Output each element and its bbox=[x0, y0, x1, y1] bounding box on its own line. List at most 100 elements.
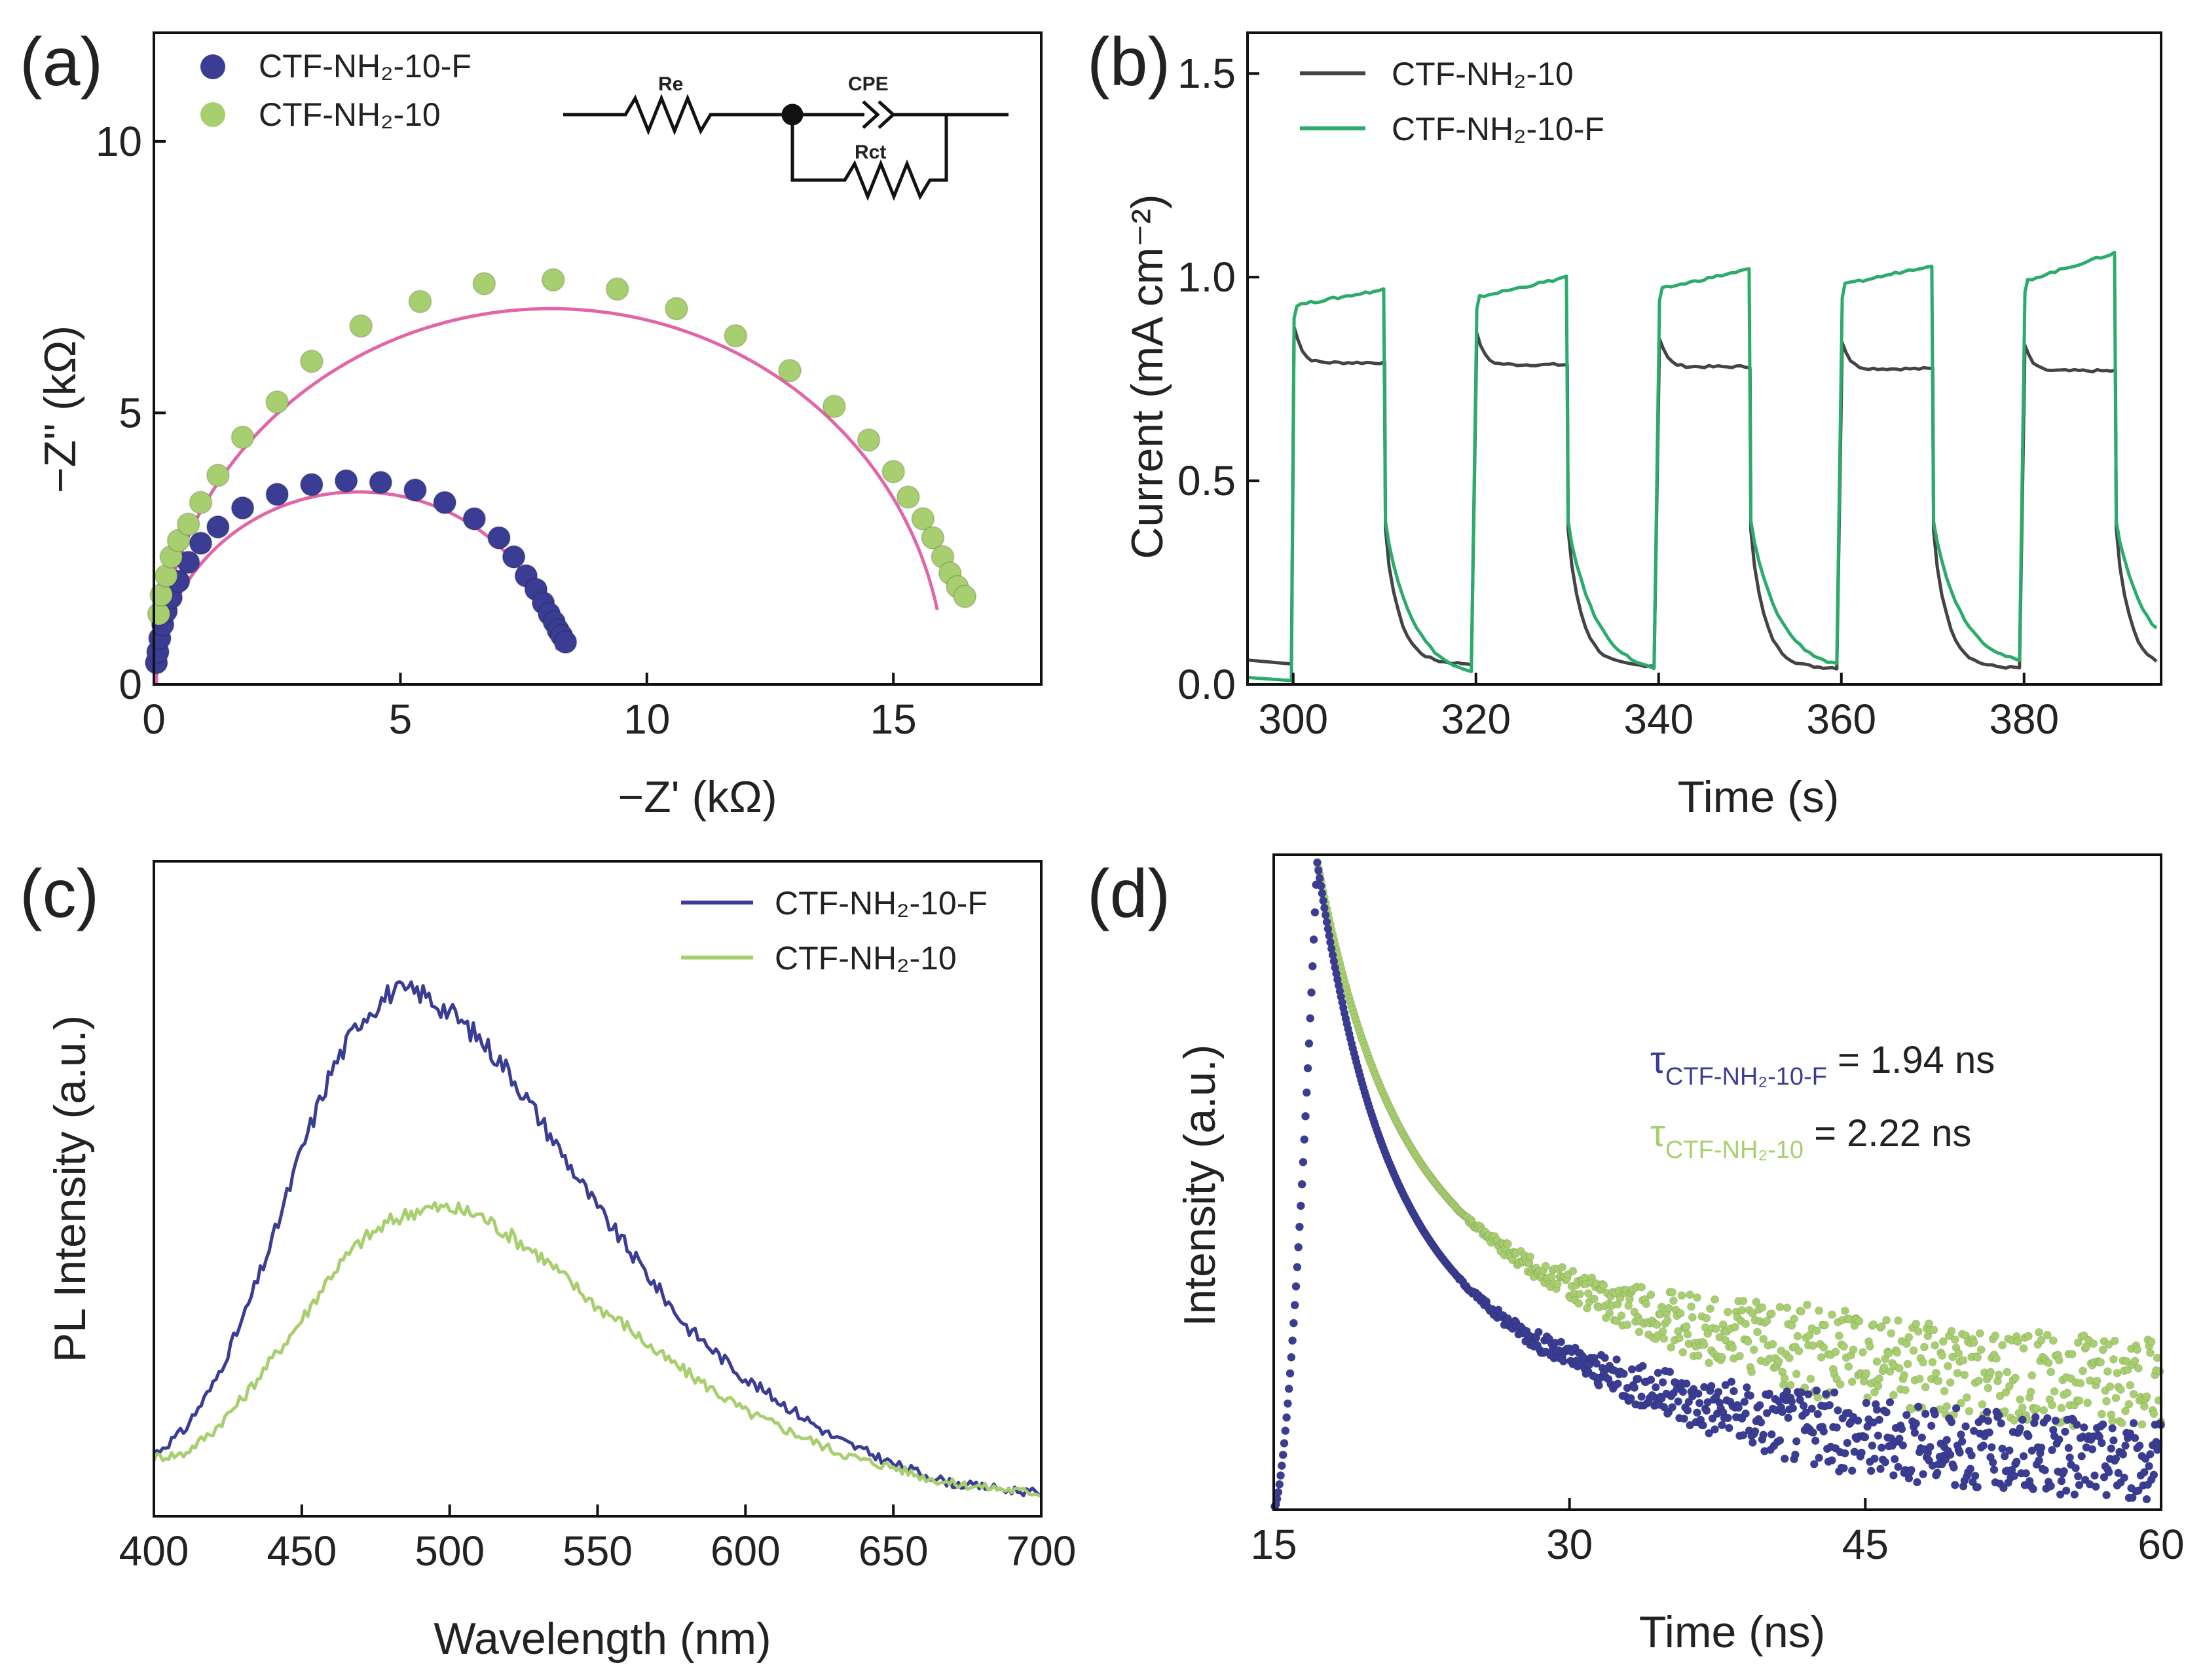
trpl-point-ctf-nh2-10 bbox=[1741, 1319, 1750, 1328]
tau-annotation-10: τCTF-NH₂-10 = 2.22 ns bbox=[1650, 1112, 1971, 1164]
trpl-point-ctf-nh2-10-f bbox=[2129, 1419, 2138, 1428]
trpl-point-ctf-nh2-10-f bbox=[2109, 1436, 2118, 1445]
trpl-point-ctf-nh2-10 bbox=[1792, 1370, 1801, 1379]
circuit-label-cpe: CPE bbox=[848, 73, 889, 95]
trpl-point-ctf-nh2-10-f bbox=[1734, 1403, 1743, 1412]
trpl-point-ctf-nh2-10 bbox=[2016, 1395, 2025, 1404]
trpl-point-ctf-nh2-10 bbox=[1995, 1391, 2005, 1400]
trpl-point-ctf-nh2-10 bbox=[1950, 1335, 1959, 1344]
trpl-point-ctf-nh2-10-f bbox=[1999, 1484, 2008, 1493]
trpl-point-ctf-nh2-10 bbox=[2113, 1368, 2122, 1377]
eis-point-ctf-nh2-10 bbox=[541, 268, 565, 292]
legend-label-b-1: CTF-NH₂-10 bbox=[1392, 56, 1574, 92]
trpl-point-ctf-nh2-10-f bbox=[1748, 1438, 1757, 1447]
trpl-point-ctf-nh2-10 bbox=[1991, 1331, 2000, 1340]
trpl-point-ctf-nh2-10-f bbox=[2091, 1482, 2100, 1491]
trpl-point-ctf-nh2-10 bbox=[1664, 1303, 1673, 1313]
photocurrent-line-ctf-nh2-10 bbox=[1247, 325, 2158, 671]
trpl-point-ctf-nh2-10 bbox=[1576, 1290, 1585, 1299]
trpl-point-ctf-nh2-10 bbox=[1739, 1296, 1748, 1305]
trpl-point-ctf-nh2-10 bbox=[2111, 1393, 2120, 1402]
trpl-point-ctf-nh2-10-f bbox=[1990, 1465, 1999, 1474]
trpl-point-ctf-nh2-10 bbox=[1998, 1341, 2007, 1350]
trpl-point-ctf-nh2-10-f bbox=[1857, 1448, 1866, 1457]
trpl-point-ctf-nh2-10 bbox=[1652, 1320, 1661, 1329]
pl-spectrum-ctf-nh2-10-f bbox=[152, 980, 1043, 1497]
trpl-point-ctf-nh2-10-f bbox=[1300, 1135, 1309, 1144]
trpl-point-ctf-nh2-10 bbox=[1953, 1368, 1962, 1377]
trpl-point-ctf-nh2-10-f bbox=[1295, 1222, 1304, 1231]
trpl-point-ctf-nh2-10-f bbox=[1702, 1406, 1711, 1415]
trpl-point-ctf-nh2-10 bbox=[1879, 1363, 1889, 1372]
trpl-point-ctf-nh2-10-f bbox=[1875, 1415, 1884, 1425]
trpl-point-ctf-nh2-10-f bbox=[1843, 1438, 1852, 1447]
trpl-point-ctf-nh2-10-f bbox=[1724, 1423, 1733, 1432]
trpl-point-ctf-nh2-10-f bbox=[1724, 1413, 1732, 1423]
trpl-point-ctf-nh2-10 bbox=[1858, 1348, 1867, 1357]
trpl-point-ctf-nh2-10 bbox=[1974, 1376, 1983, 1385]
trpl-point-ctf-nh2-10-f bbox=[1276, 1471, 1285, 1480]
trpl-point-ctf-nh2-10-f bbox=[1638, 1362, 1647, 1371]
eis-point-ctf-nh2-10 bbox=[299, 349, 324, 373]
trpl-point-ctf-nh2-10-f bbox=[1306, 1014, 1315, 1023]
trpl-point-ctf-nh2-10-f bbox=[2145, 1461, 2154, 1470]
trpl-point-ctf-nh2-10-f bbox=[1961, 1422, 1971, 1431]
trpl-point-ctf-nh2-10 bbox=[1668, 1288, 1676, 1297]
trpl-point-ctf-nh2-10-f bbox=[2142, 1495, 2151, 1504]
trpl-point-ctf-nh2-10-f bbox=[1765, 1389, 1774, 1398]
trpl-point-ctf-nh2-10 bbox=[1904, 1333, 1914, 1342]
trpl-point-ctf-nh2-10 bbox=[1783, 1303, 1792, 1313]
trpl-point-ctf-nh2-10 bbox=[1790, 1315, 1799, 1324]
trpl-point-ctf-nh2-10 bbox=[2003, 1368, 2012, 1377]
trpl-point-ctf-nh2-10-f bbox=[2048, 1446, 2056, 1455]
x-tick-label-a: 15 bbox=[870, 696, 917, 743]
trpl-point-ctf-nh2-10-f bbox=[2010, 1472, 2019, 1480]
panel-d-marks bbox=[1270, 858, 2166, 1511]
trpl-point-ctf-nh2-10 bbox=[1693, 1293, 1701, 1302]
trpl-point-ctf-nh2-10 bbox=[1912, 1319, 1921, 1328]
trpl-point-ctf-nh2-10 bbox=[2048, 1400, 2056, 1409]
trpl-point-ctf-nh2-10-f bbox=[2097, 1438, 2106, 1447]
trpl-point-ctf-nh2-10 bbox=[1840, 1342, 1848, 1351]
trpl-point-ctf-nh2-10 bbox=[1637, 1282, 1646, 1292]
trpl-point-ctf-nh2-10 bbox=[1855, 1316, 1864, 1326]
trpl-point-ctf-nh2-10 bbox=[1503, 1239, 1512, 1248]
trpl-point-ctf-nh2-10-f bbox=[1630, 1383, 1639, 1392]
trpl-point-ctf-nh2-10 bbox=[1929, 1326, 1938, 1335]
trpl-point-ctf-nh2-10-f bbox=[1780, 1454, 1789, 1463]
trpl-point-ctf-nh2-10 bbox=[1882, 1316, 1891, 1325]
trpl-point-ctf-nh2-10-f bbox=[1303, 1064, 1312, 1073]
trpl-point-ctf-nh2-10 bbox=[1919, 1343, 1929, 1352]
trpl-point-ctf-nh2-10 bbox=[2046, 1368, 2056, 1377]
trpl-point-ctf-nh2-10 bbox=[2110, 1336, 2119, 1345]
trpl-point-ctf-nh2-10 bbox=[1526, 1252, 1535, 1261]
trpl-point-ctf-nh2-10-f bbox=[1813, 1409, 1823, 1419]
trpl-point-ctf-nh2-10-f bbox=[1885, 1398, 1895, 1407]
trpl-point-ctf-nh2-10-f bbox=[1740, 1397, 1749, 1406]
trpl-point-ctf-nh2-10 bbox=[1817, 1353, 1826, 1362]
trpl-point-ctf-nh2-10-f bbox=[1678, 1387, 1688, 1396]
trpl-point-ctf-nh2-10 bbox=[1875, 1374, 1884, 1383]
trpl-point-ctf-nh2-10-f bbox=[1917, 1433, 1927, 1442]
trpl-point-ctf-nh2-10-f bbox=[1942, 1436, 1952, 1444]
trpl-point-ctf-nh2-10 bbox=[1793, 1332, 1802, 1341]
trpl-point-ctf-nh2-10 bbox=[2013, 1337, 2022, 1346]
trpl-point-ctf-nh2-10 bbox=[1887, 1329, 1896, 1338]
trpl-point-ctf-nh2-10-f bbox=[2135, 1441, 2144, 1450]
trpl-point-ctf-nh2-10-f bbox=[2018, 1415, 2027, 1425]
trpl-point-ctf-nh2-10-f bbox=[1853, 1416, 1862, 1425]
trpl-point-ctf-nh2-10 bbox=[1730, 1322, 1739, 1332]
trpl-point-ctf-nh2-10-f bbox=[1316, 882, 1325, 891]
trpl-point-ctf-nh2-10-f bbox=[2111, 1454, 2120, 1463]
trpl-point-ctf-nh2-10-f bbox=[2149, 1470, 2158, 1480]
trpl-point-ctf-nh2-10-f bbox=[2100, 1472, 2109, 1482]
eis-point-ctf-nh2-10 bbox=[724, 324, 748, 348]
trpl-point-ctf-nh2-10 bbox=[2083, 1398, 2092, 1408]
trpl-point-ctf-nh2-10-f bbox=[2016, 1424, 2025, 1433]
trpl-point-ctf-nh2-10-f bbox=[1654, 1368, 1663, 1377]
trpl-point-ctf-nh2-10-f bbox=[1897, 1425, 1906, 1434]
x-tick-label-b: 300 bbox=[1258, 696, 1328, 743]
trpl-point-ctf-nh2-10-f bbox=[1651, 1383, 1660, 1392]
panel-label-d: (d) bbox=[1087, 856, 1170, 932]
trpl-point-ctf-nh2-10-f bbox=[2070, 1490, 2079, 1499]
